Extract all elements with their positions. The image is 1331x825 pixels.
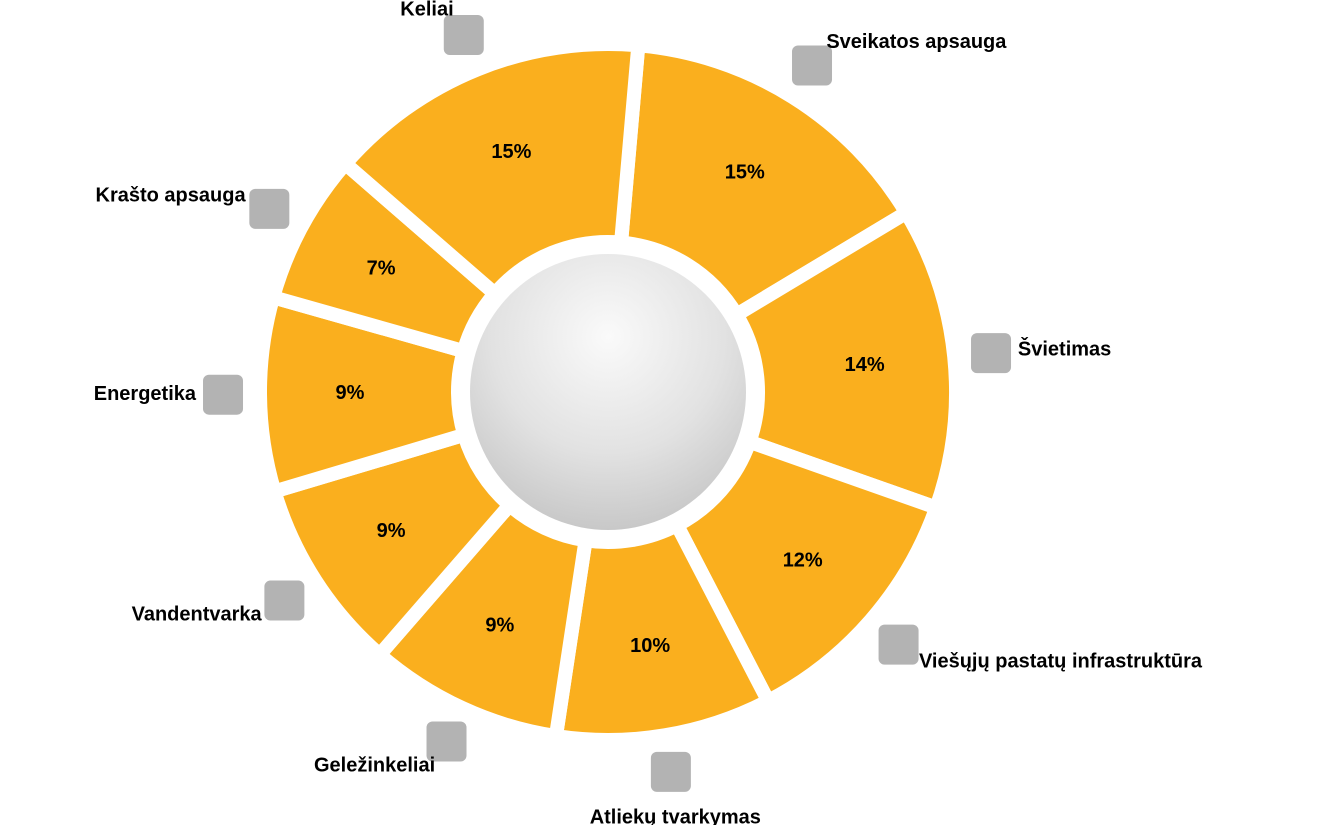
- value-label: 15%: [491, 141, 531, 163]
- category-label: Sveikatos apsauga: [826, 31, 1007, 53]
- hub: [470, 254, 746, 530]
- category-label: Geležinkeliai: [314, 754, 435, 776]
- donut-segment: [613, 37, 916, 325]
- category-label: Švietimas: [1018, 337, 1111, 361]
- value-label: 9%: [336, 382, 365, 404]
- category-label: Atliekų tvarkymas: [590, 807, 761, 825]
- category-label: Viešųjų pastatų infrastruktūra: [919, 651, 1203, 673]
- category-icon: [443, 15, 484, 56]
- category-label: Vandentvarka: [132, 603, 263, 625]
- value-label: 15%: [725, 161, 765, 183]
- category-label: Krašto apsauga: [96, 184, 247, 206]
- value-label: 9%: [485, 614, 514, 636]
- donut-segment: [547, 515, 778, 747]
- category-icon: [650, 751, 691, 792]
- value-label: 10%: [630, 635, 670, 657]
- category-label: Energetika: [94, 383, 197, 405]
- category-icon: [878, 624, 919, 665]
- donut-segment: [335, 37, 646, 304]
- category-label: Keliai: [400, 0, 453, 20]
- value-label: 14%: [845, 354, 885, 376]
- value-label: 12%: [783, 550, 823, 572]
- donut-segment: [726, 203, 963, 517]
- category-icon: [971, 333, 1012, 374]
- value-label: 7%: [367, 258, 396, 280]
- category-icon: [203, 374, 244, 415]
- category-icon: [249, 188, 290, 229]
- category-icon: [264, 580, 305, 621]
- category-icon: [426, 721, 467, 762]
- value-label: 9%: [377, 520, 406, 542]
- category-icon: [792, 45, 833, 86]
